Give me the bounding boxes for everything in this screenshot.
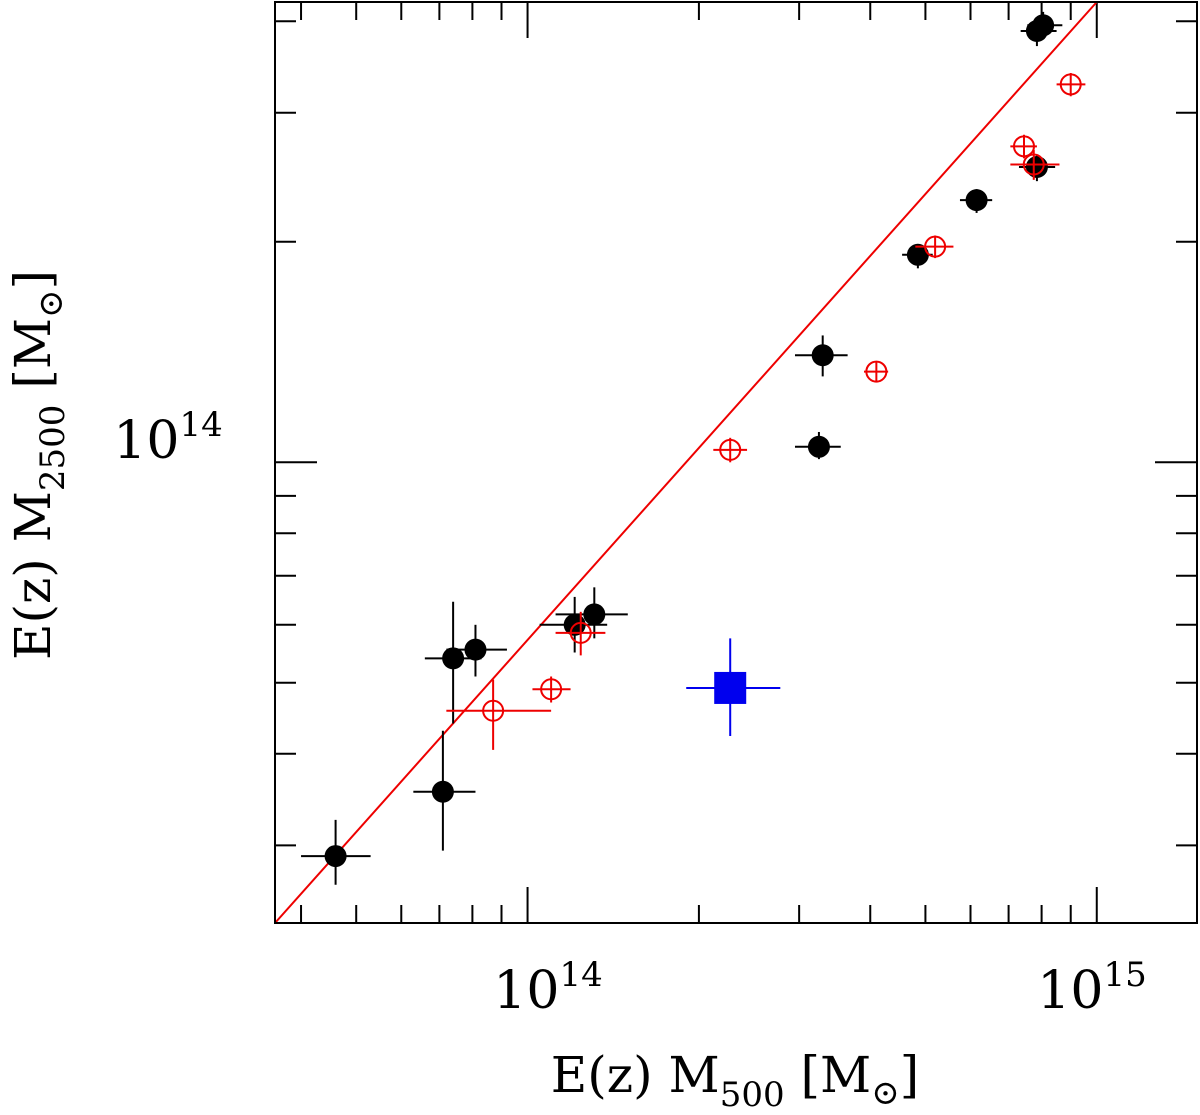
filled-black-point: [413, 730, 476, 851]
marker: [1012, 135, 1035, 158]
open-red-point: [532, 676, 571, 703]
y-axis-label: E(z) M2500 [M⊙]: [4, 270, 73, 660]
open-red-point: [1010, 134, 1037, 159]
open-red-point: [1010, 149, 1060, 180]
x-tick-label-1e14: 1014: [493, 955, 602, 1021]
marker: [719, 438, 742, 461]
open-red-point: [915, 235, 954, 259]
fit-line: [274, 1, 1098, 924]
marker: [324, 845, 347, 868]
axis-ticks: [275, 2, 1197, 923]
marker: [1059, 73, 1082, 96]
fit-line-layer: [274, 1, 1098, 924]
marker: [1025, 19, 1048, 42]
marker: [865, 360, 888, 383]
marker: [482, 699, 505, 722]
filled-black-point: [301, 819, 371, 885]
open-red-point: [713, 437, 748, 463]
filled-black-point: [794, 335, 848, 377]
filled-black-point: [794, 431, 841, 460]
marker: [442, 647, 465, 670]
filled-black-point: [424, 601, 482, 724]
filled-black-point: [902, 243, 933, 269]
marker: [906, 243, 929, 266]
plot-frame: [274, 1, 1198, 924]
open-red-point: [863, 360, 889, 383]
marker: [924, 235, 947, 258]
open-red-point: [555, 611, 606, 656]
marker: [1022, 153, 1045, 176]
filled-black-point: [555, 587, 628, 639]
marker: [569, 621, 592, 644]
filled-black-point: [1020, 17, 1057, 47]
x-tick-label-1e15: 1015: [1037, 955, 1146, 1021]
open-red-point: [446, 679, 552, 750]
blue-square-point: [686, 638, 781, 737]
y-tick-label-1e14: 1014: [113, 405, 222, 471]
marker: [464, 638, 487, 661]
marker: [811, 344, 834, 367]
marker: [965, 189, 988, 212]
marker: [714, 671, 747, 704]
marker: [583, 603, 606, 626]
filled-black-point: [959, 189, 993, 213]
marker: [431, 780, 454, 803]
open-red-point: [1056, 72, 1086, 97]
x-axis-label: E(z) M500 [M⊙]: [551, 1046, 919, 1115]
marker: [540, 678, 563, 701]
marker: [807, 435, 830, 458]
filled-black-point: [446, 624, 507, 677]
data-points-layer: [301, 11, 1086, 885]
